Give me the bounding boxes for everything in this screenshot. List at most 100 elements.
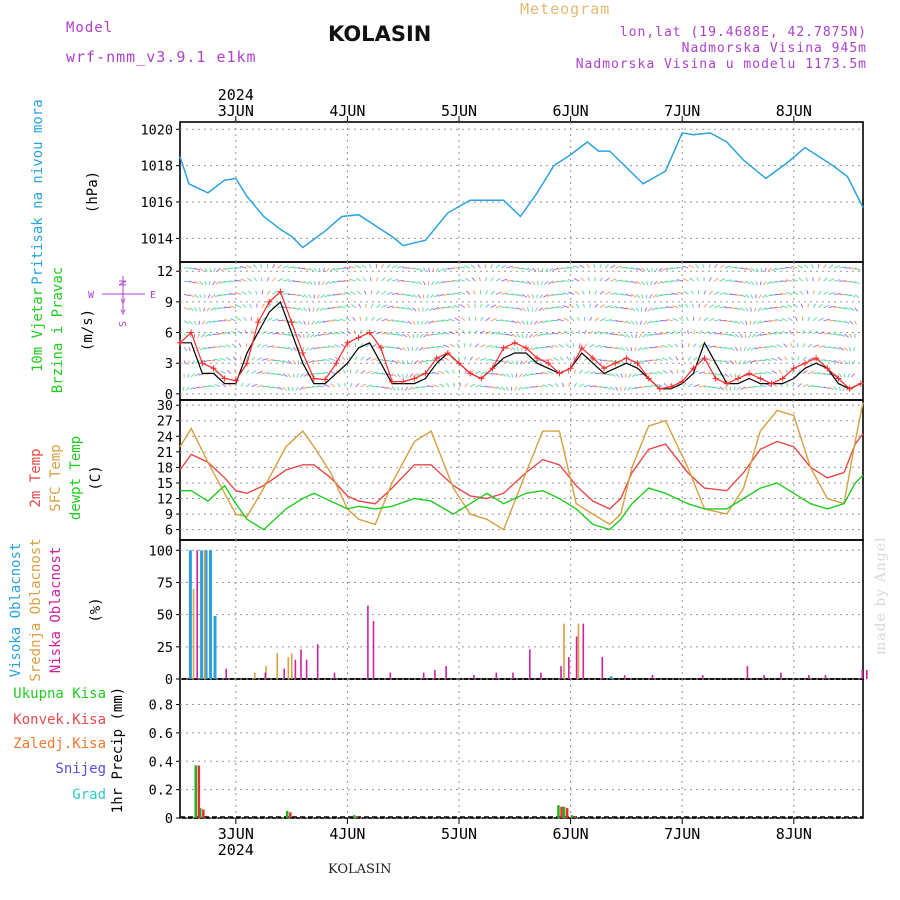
cloud-low-bar: [316, 644, 319, 680]
wind-vector-mark: [396, 360, 402, 364]
x-tick-label-bottom: 6JUN: [553, 825, 589, 843]
wind-vector-mark: [464, 265, 471, 269]
precip-conv-bar: [560, 806, 563, 818]
wind-vector-mark: [453, 292, 460, 295]
cloud-low-bar: [294, 659, 297, 679]
cloud-low-bar: [568, 657, 570, 679]
wind-vector-mark: [521, 307, 527, 312]
wind-vector-mark: [376, 303, 381, 308]
wind-vector-mark: [813, 372, 821, 375]
wind-vector-mark: [261, 344, 268, 348]
compass-w-label: W: [88, 290, 95, 301]
wind-vector-mark: [495, 277, 501, 282]
precip-conv-bar: [573, 816, 577, 818]
wind-speed-marker: [344, 339, 351, 346]
wind-vector-mark: [312, 307, 315, 312]
wind-vector-mark: [683, 290, 689, 295]
wind-vector-mark: [561, 280, 569, 282]
wind-vector-mark: [197, 333, 201, 339]
wind-vector-mark: [802, 356, 807, 361]
wind-vector-mark: [348, 266, 356, 269]
wind-vector-mark: [298, 307, 304, 311]
wind-vector-mark: [323, 307, 330, 311]
wind-vector-mark: [277, 319, 285, 322]
wind-vector-mark: [828, 291, 836, 295]
cloud-mid-bar: [265, 666, 267, 679]
wind-vector-mark: [317, 294, 320, 299]
wind-vector-mark: [823, 304, 830, 309]
wind-vector-mark: [849, 293, 856, 298]
cloud-low-bar: [445, 666, 447, 679]
y-tick-label: 12: [157, 264, 173, 280]
wind-vector-mark: [672, 317, 679, 322]
wind-vector-mark: [646, 267, 650, 273]
wind-vector-mark: [448, 318, 455, 322]
wind-vector-mark: [709, 331, 716, 335]
wind-vector-mark: [375, 277, 379, 282]
wind-vector-mark: [545, 267, 549, 273]
wind-vector-mark: [771, 370, 778, 375]
wind-vector-mark: [210, 307, 216, 311]
wind-vector-mark: [719, 264, 725, 269]
wind-vector-mark: [474, 356, 480, 361]
wind-vector-mark: [242, 303, 247, 308]
wind-vector-mark: [655, 346, 663, 348]
wind-vector-mark: [386, 277, 392, 282]
wind-vector-mark: [785, 266, 793, 269]
wind-vector-mark: [213, 267, 216, 273]
wind-vector-mark: [599, 317, 606, 322]
wind-vector-mark: [511, 346, 516, 351]
wind-vector-mark: [232, 356, 237, 361]
wind-vector-mark: [469, 383, 476, 388]
wind-vector-mark: [563, 317, 570, 322]
wind-vector-mark: [521, 333, 524, 339]
wind-vector-mark: [537, 320, 544, 324]
wind-speed-marker: [456, 360, 463, 367]
wind-vector-mark: [833, 386, 838, 391]
wind-vector-mark: [417, 307, 420, 312]
wind-vector-mark: [474, 370, 481, 375]
wind-vector-mark: [610, 306, 618, 309]
wind-vector-mark: [770, 357, 777, 361]
wind-vector-mark: [828, 319, 836, 322]
wind-vector-mark: [452, 279, 460, 282]
wind-vector-mark: [183, 307, 191, 311]
wind-speed-marker: [389, 378, 396, 385]
wind-vector-mark: [678, 317, 684, 322]
wind-vector-mark: [799, 290, 804, 295]
wind-vector-mark: [714, 332, 722, 335]
wind-vector-mark: [594, 303, 599, 308]
wind-vector-mark: [657, 383, 663, 388]
wind-vector-mark: [807, 316, 811, 321]
wind-vector-mark: [739, 360, 741, 365]
wind-vector-mark: [287, 266, 295, 269]
wind-vector-mark: [427, 267, 431, 273]
wind-vector-mark: [431, 280, 435, 286]
y-tick-label: 1018: [140, 159, 173, 175]
wind-vector-mark: [231, 343, 237, 348]
model-label: Model: [66, 20, 114, 36]
y-tick-label: 30: [157, 398, 173, 414]
wind-vector-mark: [204, 281, 207, 286]
x-tick-label-top: 4JUN: [329, 102, 365, 120]
wind-speed-marker: [478, 375, 485, 382]
cloud-high-label: Visoka Oblacnost: [8, 543, 24, 678]
wind-vector-mark: [506, 265, 513, 269]
wind-vector-mark: [272, 277, 277, 282]
wind-vector-mark: [828, 359, 836, 363]
wind-vector-mark: [272, 290, 278, 295]
wind-vector-mark: [833, 359, 840, 364]
wind-vector-mark: [759, 372, 767, 375]
wind-vector-mark: [620, 346, 626, 351]
temp-unit-label: (C): [88, 465, 104, 490]
wind-speed-marker: [221, 375, 228, 382]
wind-vector-mark: [521, 267, 529, 271]
wind-vector-mark: [282, 373, 288, 378]
wind-vector-mark: [586, 263, 590, 269]
wind-vector-mark: [610, 373, 616, 377]
y-tick-label: 9: [165, 295, 173, 311]
wind-vector-mark: [623, 386, 627, 391]
pressure-series-line: [179, 132, 864, 249]
wind-vector-mark: [412, 333, 415, 339]
wind-vector-mark: [468, 316, 471, 321]
